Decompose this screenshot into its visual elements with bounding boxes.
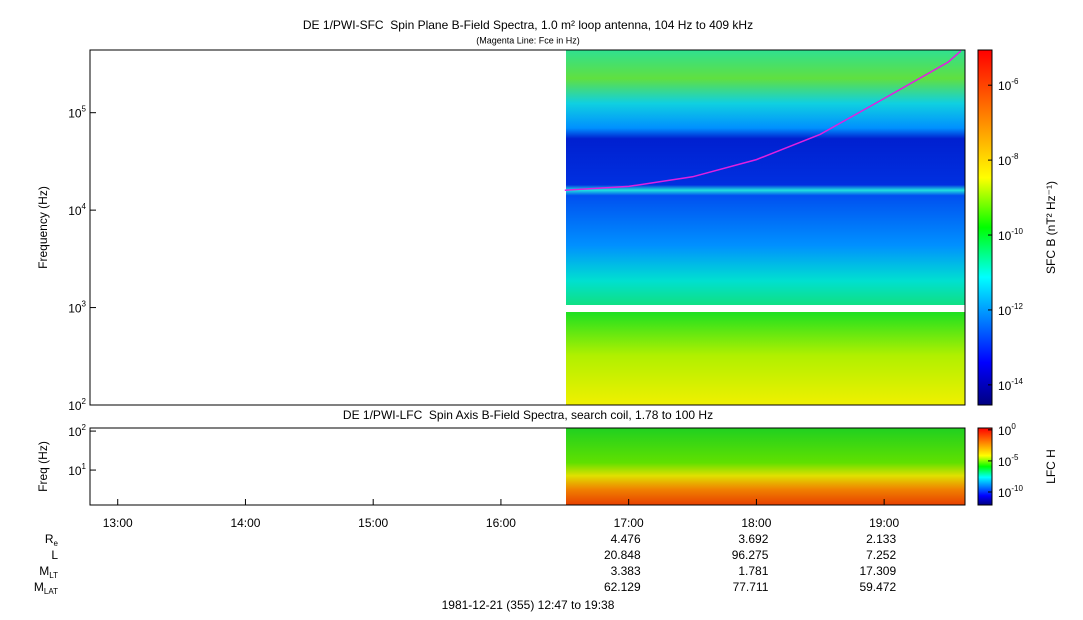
chart-subtitle: (Magenta Line: Fce in Hz): [476, 35, 580, 45]
plot-frame: [89, 427, 966, 506]
y-axis-label: Freq (Hz): [36, 441, 50, 492]
colorbar-tick-label: 10-12: [998, 302, 1023, 318]
spectrogram-image: [566, 50, 965, 405]
ephemeris-label-main: R: [45, 532, 54, 546]
footer: 1981-12-21 (355) 12:47 to 19:38: [442, 598, 615, 612]
y-tick-label-base: 10: [68, 302, 82, 316]
y-tick-label: 103: [68, 300, 86, 316]
colorbar-tick-label-base: 10: [998, 486, 1012, 500]
ephemeris-label: L: [51, 548, 58, 562]
colorbar-tick-label-base: 10: [998, 229, 1012, 243]
panel-title: DE 1/PWI-LFC Spin Axis B-Field Spectra, …: [343, 408, 713, 422]
y-tick-label: 104: [68, 202, 86, 218]
ephemeris-value: 20.848: [604, 548, 641, 562]
ephemeris-label-sub: e: [54, 539, 59, 548]
ephemeris-value: 7.252: [866, 548, 896, 562]
y-tick-label-exp: 3: [82, 300, 87, 309]
ephemeris-value: 1.781: [738, 564, 768, 578]
x-tick-label: 13:00: [103, 516, 133, 530]
ephemeris-label: MLAT: [34, 580, 58, 596]
colorbar-tick-label: 10-5: [998, 453, 1019, 469]
colorbar-tick-label-base: 10: [998, 424, 1012, 438]
ephemeris-label: Re: [45, 532, 59, 548]
fce-line: [564, 50, 962, 191]
ephemeris-label-sub: LT: [49, 571, 58, 580]
colorbar-tick-label-exp: -6: [1011, 77, 1019, 86]
ephemeris-value: 62.129: [604, 580, 641, 594]
y-tick-label-base: 10: [68, 464, 82, 478]
ephemeris-label-main: L: [51, 548, 58, 562]
colorbar-tick-label-base: 10: [998, 154, 1012, 168]
y-axis-label: Frequency (Hz): [36, 186, 50, 269]
x-tick-label: 16:00: [486, 516, 516, 530]
colorbar-label: SFC B (nT² Hz⁻¹): [1044, 181, 1058, 274]
colorbar-tick-label-exp: 0: [1011, 422, 1016, 431]
colorbar: [977, 427, 993, 506]
ephemeris-label-main: M: [34, 580, 44, 594]
colorbar-tick-label-base: 10: [998, 455, 1012, 469]
y-tick-label: 102: [68, 397, 86, 413]
colorbar-tick-label-exp: -10: [1011, 484, 1023, 493]
y-tick-label-base: 10: [68, 107, 82, 121]
x-tick-label: 19:00: [869, 516, 899, 530]
colorbar: [977, 49, 993, 406]
ephemeris-value: 4.476: [611, 532, 641, 546]
colorbar-tick-label-exp: -12: [1011, 302, 1023, 311]
x-tick-label: 14:00: [230, 516, 260, 530]
y-tick-label-base: 10: [68, 425, 82, 439]
colorbar-tick-label-base: 10: [998, 304, 1012, 318]
y-tick-label-exp: 5: [82, 105, 87, 114]
spectrogram-image: [566, 428, 965, 505]
colorbar-tick-label-exp: -8: [1011, 152, 1019, 161]
ephemeris-value: 3.692: [738, 532, 768, 546]
colorbar-tick-label: 10-8: [998, 152, 1019, 168]
colorbar-tick-label-exp: -5: [1011, 453, 1019, 462]
ephemeris-value: 2.133: [866, 532, 896, 546]
y-tick-label: 101: [68, 462, 86, 478]
ephemeris-label-sub: LAT: [44, 587, 58, 596]
ephemeris-label: MLT: [39, 564, 58, 580]
x-tick-label: 15:00: [358, 516, 388, 530]
colorbar-tick-label-exp: -14: [1011, 377, 1023, 386]
ephemeris-value: 17.309: [859, 564, 896, 578]
colorbar-tick-label-base: 10: [998, 79, 1012, 93]
y-tick-label: 102: [68, 423, 86, 439]
colorbar-tick-label-base: 10: [998, 379, 1012, 393]
colorbar-tick-label: 10-10: [998, 484, 1023, 500]
y-tick-label: 105: [68, 105, 86, 121]
chart-title: DE 1/PWI-SFC Spin Plane B-Field Spectra,…: [303, 18, 753, 32]
y-tick-label-base: 10: [68, 204, 82, 218]
colorbar-label: LFC H: [1044, 449, 1058, 484]
y-tick-label-base: 10: [68, 399, 82, 413]
ephemeris-value: 3.383: [611, 564, 641, 578]
x-tick-label: 17:00: [614, 516, 644, 530]
colorbar-tick-label-exp: -10: [1011, 227, 1023, 236]
x-tick-label: 18:00: [741, 516, 771, 530]
plot-frame: [89, 49, 966, 406]
ephemeris-label-main: M: [39, 564, 49, 578]
ephemeris-value: 77.711: [733, 580, 769, 594]
ephemeris-value: 59.472: [859, 580, 896, 594]
y-tick-label-exp: 2: [82, 397, 87, 406]
y-tick-label-exp: 4: [82, 202, 87, 211]
colorbar-tick-label: 10-10: [998, 227, 1023, 243]
y-tick-label-exp: 1: [82, 462, 87, 471]
data-gap: [566, 305, 965, 312]
ephemeris-value: 96.275: [732, 548, 769, 562]
y-tick-label-exp: 2: [82, 423, 87, 432]
colorbar-tick-label: 100: [998, 422, 1016, 438]
colorbar-tick-label: 10-6: [998, 77, 1019, 93]
colorbar-tick-label: 10-14: [998, 377, 1023, 393]
